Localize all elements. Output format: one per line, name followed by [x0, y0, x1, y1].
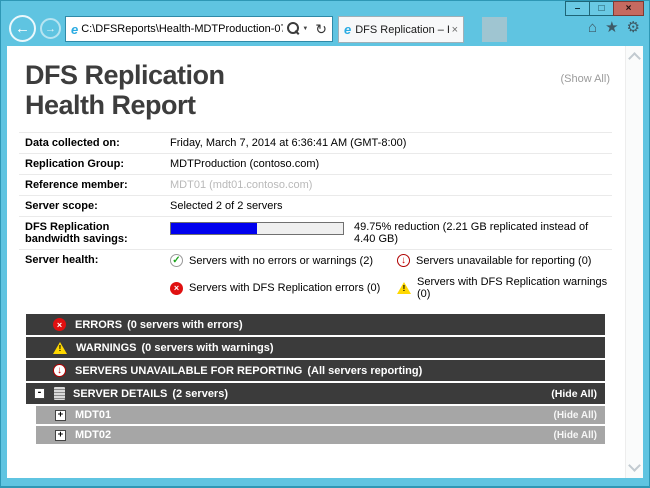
- field-label: Replication Group:: [25, 158, 124, 170]
- back-arrow-icon: ←: [15, 20, 30, 37]
- section-servers-unavailable[interactable]: ↓ SERVERS UNAVAILABLE FOR REPORTING (All…: [26, 360, 605, 381]
- show-all-link[interactable]: (Show All): [560, 73, 610, 85]
- section-title: ERRORS: [75, 318, 123, 331]
- server-row-mdt02[interactable]: + MDT02 (Hide All): [36, 426, 605, 444]
- health-item-text: Servers with DFS Replication errors (0): [189, 282, 381, 294]
- health-item-ok: ✓ Servers with no errors or warnings (2): [170, 254, 397, 267]
- hide-all-link[interactable]: (Hide All): [553, 409, 597, 421]
- bandwidth-progress-fill: [171, 223, 257, 234]
- error-cross-icon: ×: [53, 318, 66, 331]
- field-label: Server health:: [25, 254, 99, 266]
- page-title: DFS Replication Health Report: [25, 60, 612, 120]
- field-value: Selected 2 of 2 servers: [170, 200, 283, 212]
- collapse-toggle-icon[interactable]: -: [34, 388, 45, 399]
- forward-arrow-icon: →: [45, 22, 56, 35]
- section-subtitle: (0 servers with errors): [127, 318, 243, 331]
- field-label: Server scope:: [25, 200, 98, 212]
- scroll-down-icon[interactable]: [628, 459, 641, 472]
- unavailable-arrow-icon: ↓: [53, 364, 66, 377]
- field-row-data-collected: Data collected on: Friday, March 7, 2014…: [19, 132, 612, 153]
- health-item-text: Servers with DFS Replication warnings (0…: [417, 276, 608, 300]
- section-warnings[interactable]: ! WARNINGS (0 servers with warnings): [26, 337, 605, 358]
- expand-toggle-icon[interactable]: +: [55, 409, 66, 421]
- bandwidth-value: 49.75% reduction (2.21 GB replicated ins…: [170, 221, 612, 245]
- unavailable-arrow-icon: ↓: [397, 254, 410, 267]
- health-item-warnings: ! Servers with DFS Replication warnings …: [397, 276, 612, 300]
- server-report-icon: [54, 387, 65, 400]
- favorites-star-icon[interactable]: ★: [605, 19, 619, 36]
- ie-tab-icon: e: [344, 22, 352, 37]
- warning-triangle-icon: !: [53, 341, 67, 354]
- field-label: Reference member:: [25, 179, 128, 191]
- forward-button[interactable]: →: [40, 18, 61, 39]
- window-controls: – □ ×: [565, 1, 644, 16]
- back-button[interactable]: ←: [9, 15, 36, 42]
- section-server-details[interactable]: - SERVER DETAILS (2 servers) (Hide All): [26, 383, 605, 404]
- error-cross-icon: ×: [170, 281, 183, 295]
- hide-all-link[interactable]: (Hide All): [553, 429, 597, 441]
- browser-toolbar: ⌂ ★ ⚙: [588, 20, 640, 35]
- section-title: SERVER DETAILS: [73, 387, 168, 400]
- section-subtitle: (All servers reporting): [307, 364, 423, 377]
- new-tab-button[interactable]: [482, 17, 507, 42]
- server-row-mdt01[interactable]: + MDT01 (Hide All): [36, 406, 605, 424]
- scroll-up-icon[interactable]: [628, 52, 641, 65]
- field-value: MDTProduction (contoso.com): [170, 158, 320, 170]
- field-value: Friday, March 7, 2014 at 6:36:41 AM (GMT…: [170, 137, 407, 149]
- field-row-replication-group: Replication Group: MDTProduction (contos…: [19, 153, 612, 174]
- field-row-server-health: Server health: ✓ Servers with no errors …: [19, 249, 612, 304]
- field-label: DFS Replication bandwidth savings:: [25, 221, 128, 245]
- field-row-bandwidth-savings: DFS Replication bandwidth savings: 49.75…: [19, 216, 612, 249]
- health-item-unavailable: ↓ Servers unavailable for reporting (0): [397, 254, 612, 267]
- ie-page-icon: e: [71, 21, 79, 37]
- refresh-icon[interactable]: ↻: [315, 21, 327, 37]
- section-subtitle: (0 servers with warnings): [141, 341, 274, 354]
- health-item-text: Servers with no errors or warnings (2): [189, 254, 374, 267]
- home-icon[interactable]: ⌂: [588, 19, 598, 36]
- page-title-line1: DFS Replication: [25, 60, 225, 90]
- health-item-text: Servers unavailable for reporting (0): [416, 254, 592, 267]
- field-row-server-scope: Server scope: Selected 2 of 2 servers: [19, 195, 612, 216]
- address-dropdown-icon[interactable]: ▼: [302, 26, 309, 32]
- minimize-button[interactable]: –: [565, 1, 590, 16]
- server-health-grid: ✓ Servers with no errors or warnings (2)…: [170, 254, 612, 300]
- bandwidth-progress-bar: [170, 222, 344, 235]
- page-content: DFS Replication Health Report (Show All)…: [7, 46, 643, 478]
- warning-triangle-icon: !: [397, 282, 411, 294]
- section-title: SERVERS UNAVAILABLE FOR REPORTING: [75, 364, 303, 377]
- expand-toggle-icon[interactable]: +: [55, 429, 66, 441]
- search-icon[interactable]: [287, 22, 300, 34]
- section-title: WARNINGS: [76, 341, 137, 354]
- report-sections: × ERRORS (0 servers with errors) ! WARNI…: [26, 314, 605, 444]
- bandwidth-text: 49.75% reduction (2.21 GB replicated ins…: [354, 221, 589, 245]
- warning-exclamation: !: [58, 343, 62, 353]
- warning-triangle-shape: [397, 282, 411, 294]
- server-name: MDT01: [75, 409, 112, 421]
- section-errors[interactable]: × ERRORS (0 servers with errors): [26, 314, 605, 335]
- gear-icon[interactable]: ⚙: [626, 19, 640, 36]
- scrollbar[interactable]: [625, 46, 643, 478]
- field-row-reference-member: Reference member: MDT01 (mdt01.contoso.c…: [19, 174, 612, 195]
- address-input[interactable]: C:\DFSReports\Health-MDTProduction-07Ma: [81, 23, 284, 35]
- tab-title: DFS Replication – Health Re...: [355, 23, 448, 36]
- maximize-button[interactable]: □: [589, 1, 614, 16]
- health-item-errors: × Servers with DFS Replication errors (0…: [170, 276, 397, 300]
- close-button[interactable]: ×: [613, 1, 644, 16]
- server-name: MDT02: [75, 429, 112, 441]
- page-title-line2: Health Report: [25, 90, 196, 120]
- field-value: MDT01 (mdt01.contoso.com): [170, 179, 313, 191]
- tab-close-icon[interactable]: ×: [451, 23, 458, 36]
- warning-exclamation: !: [402, 284, 406, 293]
- section-subtitle: (2 servers): [172, 387, 228, 400]
- health-report: DFS Replication Health Report (Show All)…: [7, 46, 626, 478]
- hide-all-link[interactable]: (Hide All): [551, 387, 597, 400]
- field-label: Data collected on:: [25, 137, 120, 149]
- ok-check-icon: ✓: [170, 254, 183, 267]
- address-bar: e C:\DFSReports\Health-MDTProduction-07M…: [65, 16, 333, 42]
- warning-triangle-shape: [53, 341, 67, 354]
- browser-tab[interactable]: e DFS Replication – Health Re... ×: [338, 16, 464, 43]
